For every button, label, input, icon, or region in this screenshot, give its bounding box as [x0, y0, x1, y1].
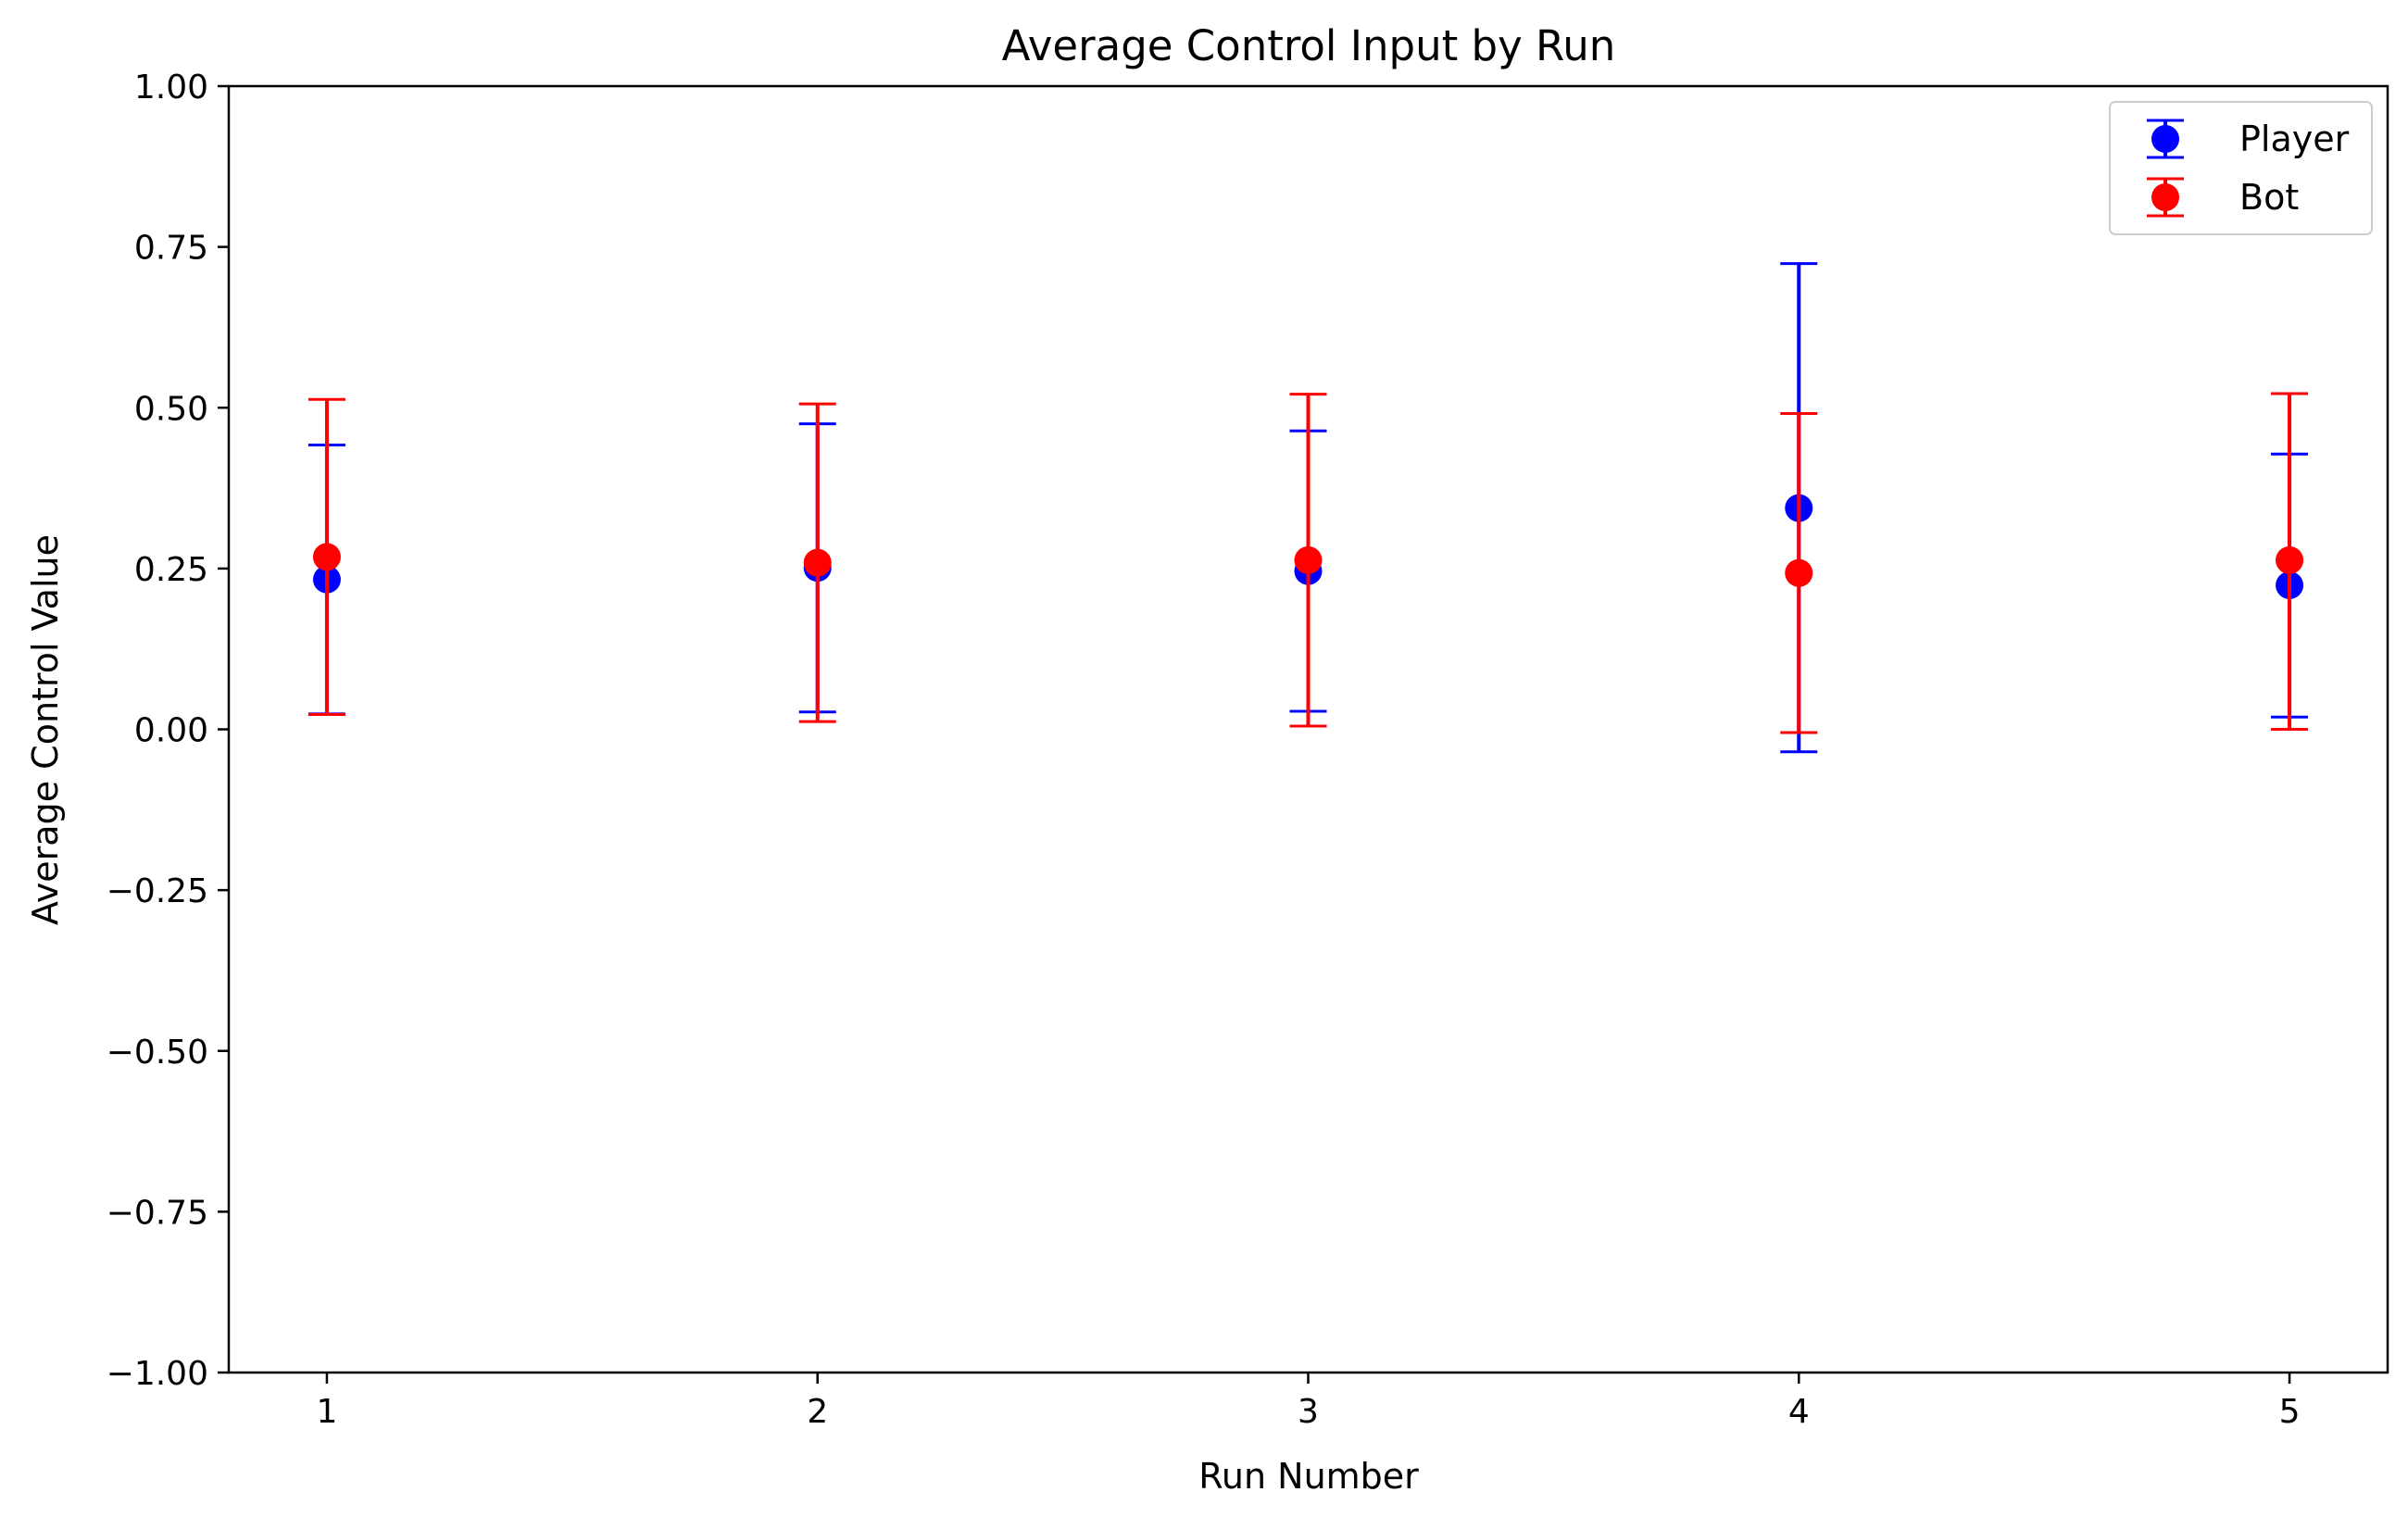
- data-point: [1294, 545, 1323, 574]
- y-tick-label: 0.00: [134, 712, 208, 750]
- legend-entry-player: Player: [2147, 119, 2350, 159]
- legend: Player Bot: [2109, 101, 2373, 235]
- legend-label: Bot: [2239, 177, 2299, 218]
- y-tick-label: 1.00: [134, 69, 208, 107]
- legend-marker: [2151, 183, 2179, 211]
- x-tick-label: 4: [1788, 1393, 1810, 1431]
- data-point: [312, 543, 341, 571]
- x-tick-label: 1: [317, 1393, 338, 1431]
- data-point: [1785, 558, 1813, 587]
- axes: −1.00 −0.75 −0.50 −0.25 0.00 0.25 0.50 0.75 1.00…: [107, 69, 2389, 1431]
- legend-label: Player: [2239, 119, 2350, 159]
- y-tick-label: −0.75: [107, 1194, 208, 1232]
- y-tick-label: 0.50: [134, 390, 208, 428]
- data-point: [2276, 545, 2304, 574]
- chart-title: Average Control Input by Run: [1002, 21, 1616, 70]
- y-tick-label: −1.00: [107, 1355, 208, 1393]
- legend-entry-bot: Bot: [2147, 177, 2299, 218]
- x-tick-label: 5: [2279, 1393, 2301, 1431]
- series-bot: [307, 392, 2309, 734]
- y-axis-title: Average Control Value: [25, 534, 66, 925]
- x-axis-title: Run Number: [1198, 1456, 1419, 1497]
- y-tick-label: 0.25: [134, 551, 208, 589]
- data-point: [803, 548, 832, 577]
- x-tick-label: 3: [1298, 1393, 1319, 1431]
- x-tick-label: 2: [807, 1393, 828, 1431]
- y-tick-label: −0.25: [107, 872, 208, 910]
- data-marks: [307, 262, 2309, 754]
- legend-marker: [2151, 125, 2179, 153]
- y-tick-label: 0.75: [134, 230, 208, 268]
- y-tick-label: −0.50: [107, 1034, 208, 1072]
